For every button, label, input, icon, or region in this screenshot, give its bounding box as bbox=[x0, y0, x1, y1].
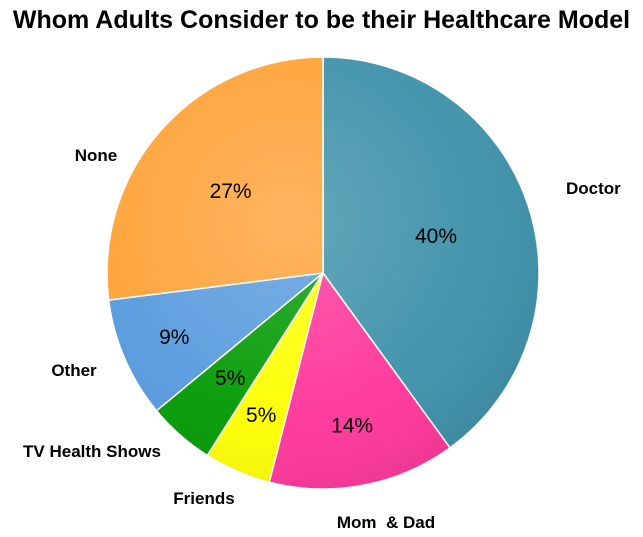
pie-slices bbox=[106, 56, 540, 490]
category-label-friends: Friends bbox=[173, 489, 234, 508]
pct-label-other: 9% bbox=[159, 326, 189, 349]
category-label-tv-health-shows: TV Health Shows bbox=[23, 442, 161, 461]
chart-title: Whom Adults Consider to be their Healthc… bbox=[12, 6, 631, 34]
category-label-none: None bbox=[75, 146, 118, 165]
pct-label-doctor: 40% bbox=[415, 225, 457, 248]
category-labels: Doctor Mom & Dad Friends TV Health Shows Oth… bbox=[23, 146, 621, 532]
pct-label-mom-dad: 14% bbox=[331, 414, 373, 437]
category-label-other: Other bbox=[51, 361, 97, 380]
pie-slice-none bbox=[106, 56, 324, 301]
category-label-doctor: Doctor bbox=[566, 179, 621, 198]
pct-label-none: 27% bbox=[210, 180, 252, 203]
category-label-mom-dad: Mom & Dad bbox=[337, 513, 435, 532]
pct-label-tv-health-shows: 5% bbox=[215, 367, 245, 390]
percentage-labels: 40% 14% 5%5% 9% 27% bbox=[159, 180, 457, 437]
pct-label-friends: 5% bbox=[246, 404, 276, 427]
